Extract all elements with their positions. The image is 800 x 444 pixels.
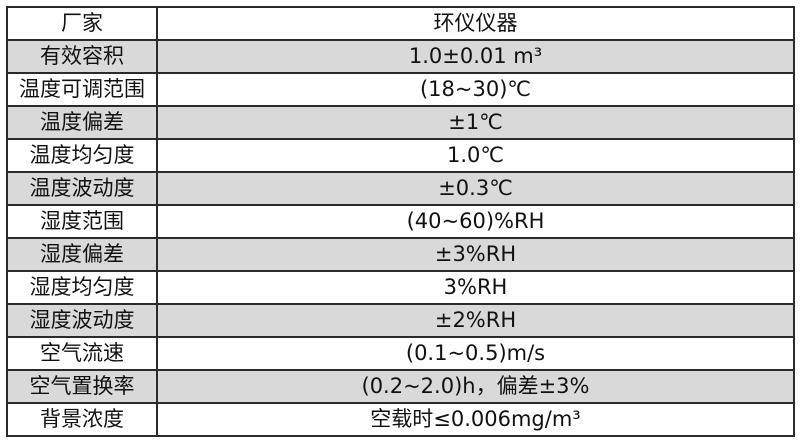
spec-table-body: 厂家 环仪仪器 有效容积 1.0±0.01 m³ 温度可调范围 (18~30)℃… — [6, 6, 795, 437]
spec-label: 背景浓度 — [6, 402, 158, 437]
table-row: 温度波动度 ±0.3℃ — [6, 171, 795, 206]
spec-table: 厂家 环仪仪器 有效容积 1.0±0.01 m³ 温度可调范围 (18~30)℃… — [6, 6, 795, 437]
spec-value: 空载时≤0.006mg/m³ — [156, 402, 795, 437]
table-row: 湿度均匀度 3%RH — [6, 270, 795, 305]
spec-label: 空气流速 — [6, 336, 158, 371]
spec-label: 空气置换率 — [6, 369, 158, 404]
table-row: 湿度偏差 ±3%RH — [6, 237, 795, 272]
spec-value: (18~30)℃ — [156, 72, 795, 107]
spec-value: 1.0℃ — [156, 138, 795, 173]
table-row: 温度偏差 ±1℃ — [6, 105, 795, 140]
spec-value: 环仪仪器 — [156, 6, 795, 41]
spec-label: 湿度波动度 — [6, 303, 158, 338]
spec-value: 3%RH — [156, 270, 795, 305]
spec-value: (40~60)%RH — [156, 204, 795, 239]
spec-table-container: 厂家 环仪仪器 有效容积 1.0±0.01 m³ 温度可调范围 (18~30)℃… — [6, 6, 795, 437]
spec-label: 温度均匀度 — [6, 138, 158, 173]
spec-label: 湿度偏差 — [6, 237, 158, 272]
table-row: 温度可调范围 (18~30)℃ — [6, 72, 795, 107]
spec-value: (0.1~0.5)m/s — [156, 336, 795, 371]
spec-value: ±1℃ — [156, 105, 795, 140]
spec-label: 温度可调范围 — [6, 72, 158, 107]
table-row: 湿度范围 (40~60)%RH — [6, 204, 795, 239]
spec-label: 温度偏差 — [6, 105, 158, 140]
spec-value: ±3%RH — [156, 237, 795, 272]
table-row: 厂家 环仪仪器 — [6, 6, 795, 41]
spec-value: ±0.3℃ — [156, 171, 795, 206]
table-row: 空气置换率 (0.2~2.0)h，偏差±3% — [6, 369, 795, 404]
spec-value: (0.2~2.0)h，偏差±3% — [156, 369, 795, 404]
spec-label: 厂家 — [6, 6, 158, 41]
table-row: 空气流速 (0.1~0.5)m/s — [6, 336, 795, 371]
spec-value: 1.0±0.01 m³ — [156, 39, 795, 74]
spec-label: 温度波动度 — [6, 171, 158, 206]
spec-value: ±2%RH — [156, 303, 795, 338]
table-row: 有效容积 1.0±0.01 m³ — [6, 39, 795, 74]
table-row: 温度均匀度 1.0℃ — [6, 138, 795, 173]
table-row: 湿度波动度 ±2%RH — [6, 303, 795, 338]
table-row: 背景浓度 空载时≤0.006mg/m³ — [6, 402, 795, 437]
spec-label: 湿度均匀度 — [6, 270, 158, 305]
spec-label: 有效容积 — [6, 39, 158, 74]
spec-label: 湿度范围 — [6, 204, 158, 239]
